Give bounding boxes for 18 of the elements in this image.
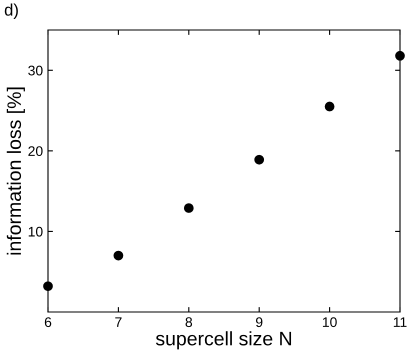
x-tick-label: 11 (394, 317, 407, 327)
y-tick-label: 20 (28, 146, 43, 156)
point (254, 154, 264, 165)
x-axis-title: supercell size N (156, 331, 292, 350)
point (395, 50, 405, 61)
point (114, 250, 124, 260)
x-tick-label: 7 (115, 317, 122, 327)
chart-title: d) (4, 4, 18, 20)
point (184, 203, 194, 213)
point (43, 281, 53, 292)
y-tick-label: 30 (28, 66, 43, 76)
point (324, 102, 334, 112)
y-axis-title: information loss [%] (6, 88, 25, 255)
x-tick-label: 10 (322, 317, 337, 328)
x-tick-label: 6 (44, 317, 52, 328)
x-tick-label: 9 (256, 317, 262, 328)
x-tick-label: 8 (186, 317, 192, 328)
y-tick-label: 10 (28, 226, 43, 237)
